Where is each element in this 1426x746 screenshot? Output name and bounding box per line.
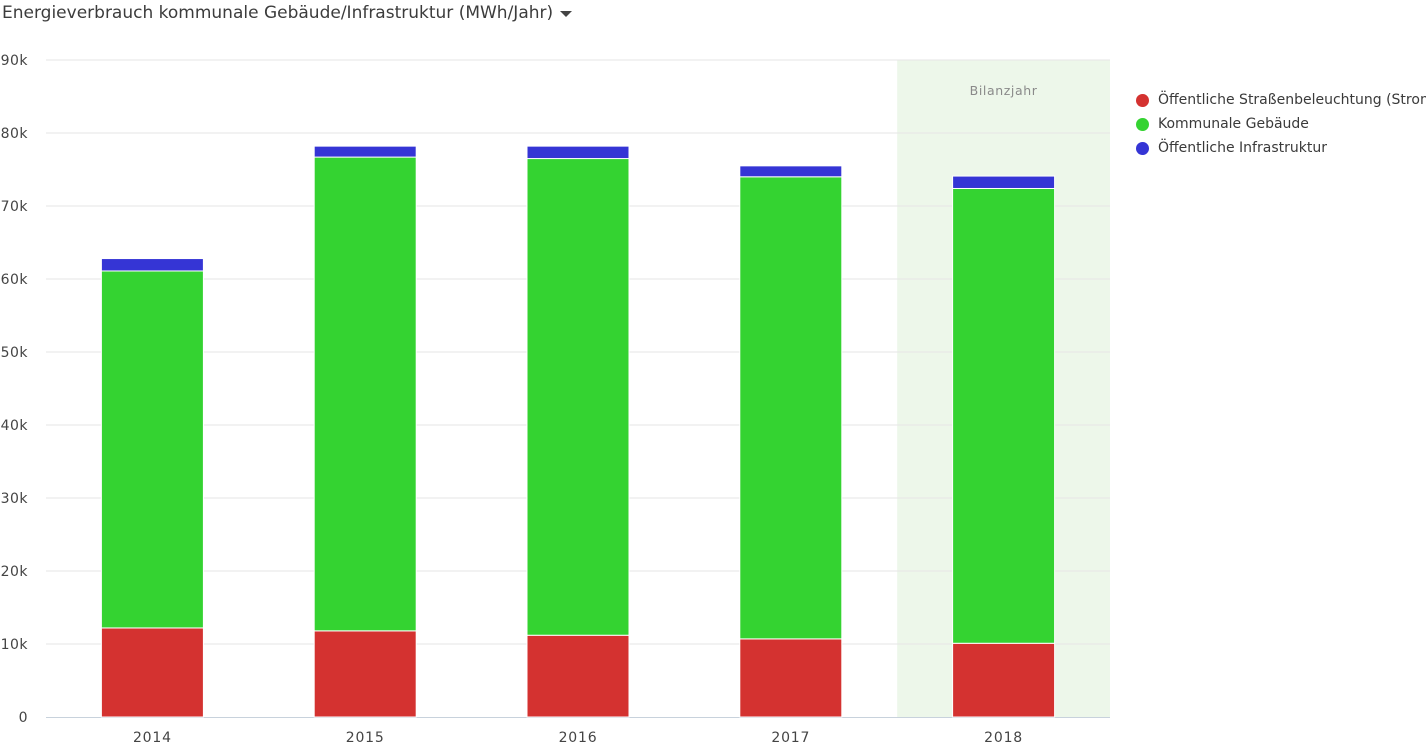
legend-marker-icon	[1136, 117, 1149, 131]
x-tick-label: 2018	[984, 730, 1023, 746]
bar-segment	[313, 630, 417, 718]
x-tick-label: 2014	[133, 730, 172, 746]
chart-legend: Öffentliche Straßenbeleuchtung (Strom) Ko…	[1136, 88, 1426, 160]
bar-segment	[952, 187, 1056, 644]
bar-segment	[100, 258, 204, 272]
highlight-label: Bilanzjahr	[970, 83, 1038, 98]
bar-segment	[313, 145, 417, 158]
x-tick-label: 2016	[559, 730, 598, 746]
bar-segment	[739, 176, 843, 640]
y-tick-label: 50k	[1, 345, 29, 361]
y-tick-label: 90k	[1, 53, 29, 69]
bar-segment	[739, 165, 843, 178]
bar-segment	[952, 642, 1056, 718]
legend-marker-icon	[1136, 93, 1149, 107]
caret-down-icon	[560, 11, 573, 17]
chart-title: Energieverbrauch kommunale Gebäude/Infra…	[2, 3, 554, 23]
legend-item[interactable]: Öffentliche Straßenbeleuchtung (Strom)	[1136, 88, 1426, 112]
legend-item[interactable]: Öffentliche Infrastruktur	[1136, 136, 1426, 160]
y-tick-label: 70k	[1, 199, 29, 215]
bar-segment	[526, 145, 630, 160]
y-tick-label: 80k	[1, 126, 29, 142]
bar-segment	[100, 270, 204, 629]
stacked-bar-chart: Bilanzjahr 0 10k 20k 30k 40k 50k 60k 70k 80k 90k 20…	[1, 53, 1110, 746]
legend-item[interactable]: Kommunale Gebäude	[1136, 112, 1426, 136]
bar-segment	[526, 158, 630, 636]
y-tick-label: 30k	[1, 491, 29, 507]
bar-segment	[313, 156, 417, 632]
chart-title-dropdown[interactable]: Energieverbrauch kommunale Gebäude/Infra…	[2, 0, 573, 26]
y-tick-label: 60k	[1, 272, 29, 288]
y-tick-label: 20k	[1, 564, 29, 580]
y-tick-label: 40k	[1, 418, 29, 434]
bar-segment	[526, 634, 630, 718]
bar-segment	[952, 175, 1056, 189]
legend-label: Öffentliche Infrastruktur	[1158, 140, 1327, 156]
y-tick-label: 10k	[1, 637, 29, 653]
y-tick-label: 0	[19, 710, 28, 726]
bar-segment	[739, 638, 843, 718]
bar-segment	[100, 627, 204, 718]
legend-label: Öffentliche Straßenbeleuchtung (Strom)	[1158, 92, 1426, 108]
x-tick-label: 2015	[346, 730, 385, 746]
legend-marker-icon	[1136, 141, 1149, 155]
x-tick-label: 2017	[771, 730, 810, 746]
legend-label: Kommunale Gebäude	[1158, 116, 1309, 132]
